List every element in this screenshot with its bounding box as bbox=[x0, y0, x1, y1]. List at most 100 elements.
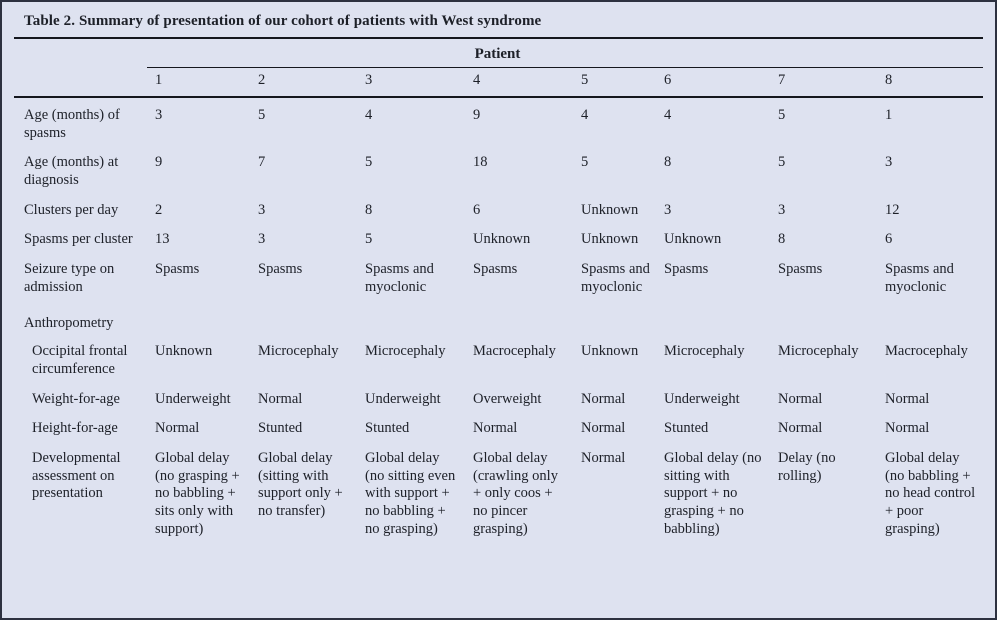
row-label: Seizure type on admission bbox=[24, 261, 115, 295]
column-header-7: 7 bbox=[770, 67, 877, 98]
table-row: Developmental assessment on presentation… bbox=[14, 444, 983, 540]
table-cell: Normal bbox=[581, 390, 626, 407]
column-header-6: 6 bbox=[656, 67, 770, 98]
table-cell: 8 bbox=[778, 231, 786, 248]
table-cell: Normal bbox=[778, 390, 823, 407]
section-row: Anthropometry bbox=[14, 302, 983, 337]
column-header-3: 3 bbox=[357, 67, 465, 98]
table-row: Seizure type on admission Spasms Spasms … bbox=[14, 255, 983, 302]
table-cell: Spasms and myoclonic bbox=[365, 261, 434, 295]
table-cell: Macrocephaly bbox=[885, 343, 968, 360]
row-label: Developmental assessment on presentation bbox=[32, 449, 121, 502]
row-label: Spasms per cluster bbox=[24, 231, 133, 248]
column-header-4: 4 bbox=[465, 67, 573, 98]
table-cell: Normal bbox=[778, 420, 823, 437]
table-cell: 13 bbox=[155, 231, 170, 248]
table-cell: Unknown bbox=[473, 231, 531, 248]
table-cell: Spasms bbox=[258, 261, 303, 278]
table-cell: Normal bbox=[885, 390, 930, 407]
empty-label-cell bbox=[14, 67, 147, 98]
row-label: Age (months) of spasms bbox=[24, 106, 120, 141]
table-cell: 2 bbox=[155, 201, 163, 218]
row-label: Occipital frontal circumference bbox=[32, 343, 128, 377]
row-label: Height-for-age bbox=[32, 420, 118, 437]
row-label: Weight-for-age bbox=[32, 390, 120, 407]
table-cell: 9 bbox=[155, 154, 163, 171]
table-cell: Stunted bbox=[365, 420, 410, 437]
table-title: Table 2. Summary of presentation of our … bbox=[24, 13, 542, 29]
table-cell: Normal bbox=[885, 420, 930, 437]
table-cell: Delay (no rolling) bbox=[778, 449, 836, 484]
table-cell: 3 bbox=[778, 201, 786, 218]
table-cell: 8 bbox=[664, 154, 672, 171]
section-label: Anthropometry bbox=[24, 315, 114, 332]
column-number-row: 1 2 3 4 5 6 7 8 bbox=[14, 67, 983, 98]
table-cell: Spasms bbox=[473, 261, 518, 278]
table-cell: Global delay (no babbling + no head cont… bbox=[885, 449, 976, 537]
column-header-8: 8 bbox=[877, 67, 983, 98]
table-cell: Underweight bbox=[365, 390, 441, 407]
table-cell: Stunted bbox=[664, 420, 709, 437]
table-cell: Overweight bbox=[473, 390, 542, 407]
table-row: Age (months) at diagnosis 9 7 5 18 5 8 5… bbox=[14, 148, 983, 195]
table-cell: Spasms bbox=[778, 261, 823, 278]
table-cell: 7 bbox=[258, 154, 266, 171]
table-cell: Spasms bbox=[155, 261, 200, 278]
column-header-1: 1 bbox=[147, 67, 250, 98]
table-cell: Global delay (no sitting even with suppo… bbox=[365, 449, 456, 537]
table-cell: 18 bbox=[473, 154, 488, 171]
table-cell: 4 bbox=[664, 106, 672, 123]
table-cell: 4 bbox=[581, 106, 589, 123]
table-row: Spasms per cluster 13 3 5 Unknown Unknow… bbox=[14, 225, 983, 255]
row-label: Clusters per day bbox=[24, 201, 119, 218]
table-cell: Underweight bbox=[155, 390, 231, 407]
table-cell: Unknown bbox=[581, 231, 639, 248]
patient-group-header: Patient bbox=[147, 39, 983, 69]
table-cell: Unknown bbox=[581, 343, 639, 360]
title-rule bbox=[14, 37, 983, 39]
row-label: Age (months) at diagnosis bbox=[24, 154, 119, 189]
group-header-row: Patient bbox=[14, 39, 983, 69]
column-header-2: 2 bbox=[250, 67, 357, 98]
table-cell: Global delay (no sitting with support + … bbox=[664, 449, 762, 537]
table-cell: Normal bbox=[155, 420, 200, 437]
table-row: Weight-for-age Underweight Normal Underw… bbox=[14, 385, 983, 415]
table-cell: 12 bbox=[885, 201, 900, 218]
table-cell: 9 bbox=[473, 106, 481, 123]
table-row: Occipital frontal circumference Unknown … bbox=[14, 337, 983, 384]
table-cell: Normal bbox=[473, 420, 518, 437]
table-cell: 5 bbox=[365, 154, 373, 171]
table-cell: 3 bbox=[885, 154, 893, 171]
table-cell: Microcephaly bbox=[778, 343, 859, 360]
table-row: Age (months) of spasms 3 5 4 9 4 4 5 1 bbox=[14, 97, 983, 148]
table-cell: Global delay (crawling only + only coos … bbox=[473, 449, 558, 537]
patients-table: Patient 1 2 3 4 5 6 7 8 Age (months) of … bbox=[14, 39, 983, 540]
table-row: Height-for-age Normal Stunted Stunted No… bbox=[14, 414, 983, 444]
table-cell: 3 bbox=[664, 201, 672, 218]
table-cell: 6 bbox=[885, 231, 893, 248]
table-cell: Global delay (sitting with support only … bbox=[258, 449, 343, 519]
table-cell: Unknown bbox=[581, 201, 639, 218]
table-cell: 3 bbox=[155, 106, 163, 123]
table-cell: Macrocephaly bbox=[473, 343, 556, 360]
table-cell: Normal bbox=[581, 449, 626, 466]
table-cell: Spasms and myoclonic bbox=[581, 261, 650, 295]
table-cell: 8 bbox=[365, 201, 373, 218]
table-cell: Normal bbox=[581, 420, 626, 437]
table-cell: 5 bbox=[258, 106, 266, 123]
table-cell: Global delay (no grasping + no babbling … bbox=[155, 449, 240, 537]
table-cell: Spasms bbox=[664, 261, 709, 278]
table-cell: Spasms and myoclonic bbox=[885, 261, 954, 295]
table-cell: 3 bbox=[258, 231, 266, 248]
table-cell: 5 bbox=[778, 154, 786, 171]
table-cell: 1 bbox=[885, 106, 893, 123]
table-cell: Underweight bbox=[664, 390, 740, 407]
column-header-5: 5 bbox=[573, 67, 656, 98]
table-cell: Stunted bbox=[258, 420, 303, 437]
empty-corner-cell bbox=[14, 39, 147, 68]
table-cell: Microcephaly bbox=[258, 343, 339, 360]
table-cell: 6 bbox=[473, 201, 481, 218]
table-cell: 3 bbox=[258, 201, 266, 218]
table-cell: Normal bbox=[258, 390, 303, 407]
